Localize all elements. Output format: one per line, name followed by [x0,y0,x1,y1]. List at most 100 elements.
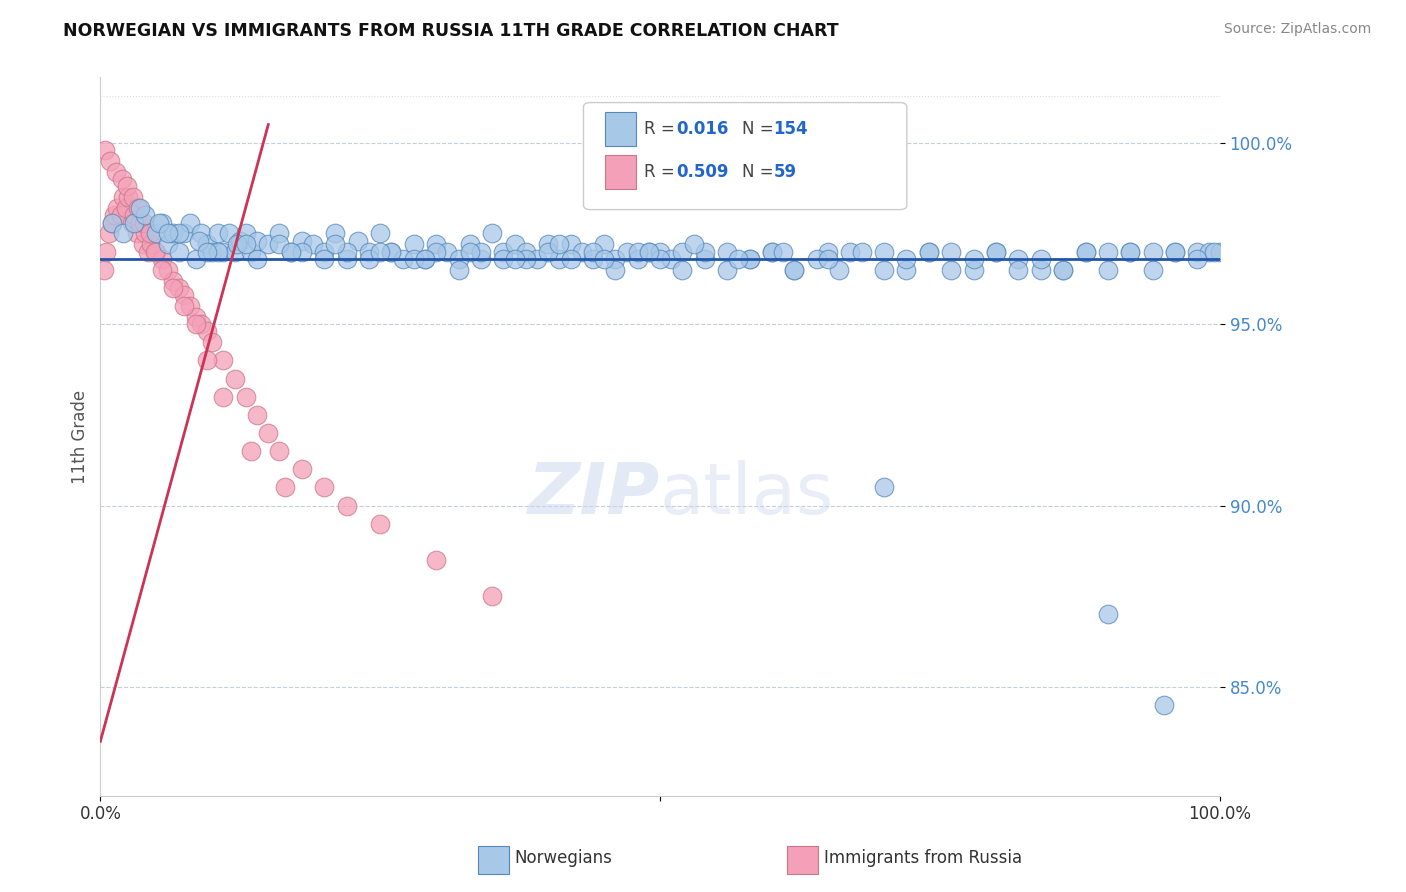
Point [1187,244,1209,259]
Point [560,237,582,252]
Point [94,143,117,157]
Point [150,262,173,277]
Point [738,252,761,266]
Point [1119,244,1142,259]
Point [492,252,515,266]
Point [162,281,184,295]
Text: NORWEGIAN VS IMMIGRANTS FROM RUSSIA 11TH GRADE CORRELATION CHART: NORWEGIAN VS IMMIGRANTS FROM RUSSIA 11TH… [63,22,839,40]
Point [918,244,941,259]
Point [229,234,252,248]
Point [470,244,492,259]
Point [638,244,661,259]
Point [1074,244,1097,259]
Point [325,237,347,252]
Point [716,262,738,277]
Point [111,190,134,204]
Point [115,201,138,215]
Point [132,216,155,230]
Point [671,244,693,259]
Point [605,262,627,277]
Point [357,244,380,259]
Point [828,262,851,277]
Point [1187,252,1209,266]
Point [1164,244,1187,259]
Point [1029,262,1052,277]
Point [224,244,246,259]
Point [167,281,190,295]
Point [195,237,218,252]
Point [246,234,269,248]
Point [1097,262,1119,277]
Point [336,499,359,513]
Point [560,252,582,266]
Point [280,244,302,259]
Point [122,208,145,222]
Text: R =: R = [644,163,681,181]
Point [240,244,263,259]
Point [458,244,481,259]
Point [226,237,249,252]
Point [314,244,336,259]
Point [184,310,207,324]
Point [941,244,963,259]
Text: N =: N = [742,120,779,138]
Point [347,234,370,248]
Point [515,244,537,259]
Point [817,252,839,266]
Point [134,227,156,241]
Point [693,244,716,259]
Point [817,244,839,259]
Text: R =: R = [644,120,681,138]
Point [761,244,783,259]
Point [1007,252,1029,266]
Point [873,244,896,259]
Point [1097,244,1119,259]
Point [659,252,682,266]
Point [150,216,173,230]
Point [235,390,257,404]
Point [783,262,806,277]
Point [1198,244,1220,259]
Text: Norwegians: Norwegians [515,849,613,867]
Point [110,208,132,222]
Point [94,244,117,259]
Point [1029,252,1052,266]
Point [605,252,627,266]
Point [269,444,291,458]
Point [503,252,526,266]
Point [173,288,195,302]
Point [336,244,359,259]
Point [173,227,195,241]
Point [648,244,671,259]
Point [413,252,436,266]
Text: 59: 59 [773,163,796,181]
Point [627,252,650,266]
Point [380,244,402,259]
Point [314,480,336,494]
Point [195,325,218,339]
Point [138,244,160,259]
Point [314,252,336,266]
Point [682,237,704,252]
Point [806,252,828,266]
Point [127,201,149,215]
Point [738,252,761,266]
Point [693,252,716,266]
Text: Source: ZipAtlas.com: Source: ZipAtlas.com [1223,22,1371,37]
Text: ZIP: ZIP [527,459,659,529]
Point [93,262,115,277]
Point [156,237,179,252]
Point [150,252,173,266]
Point [537,237,560,252]
Point [368,244,391,259]
Point [962,262,984,277]
Point [984,244,1007,259]
Point [413,252,436,266]
Point [235,227,257,241]
Text: 0.509: 0.509 [676,163,728,181]
Point [240,444,263,458]
Point [138,227,160,241]
Point [212,390,235,404]
Point [167,227,190,241]
Point [526,252,548,266]
